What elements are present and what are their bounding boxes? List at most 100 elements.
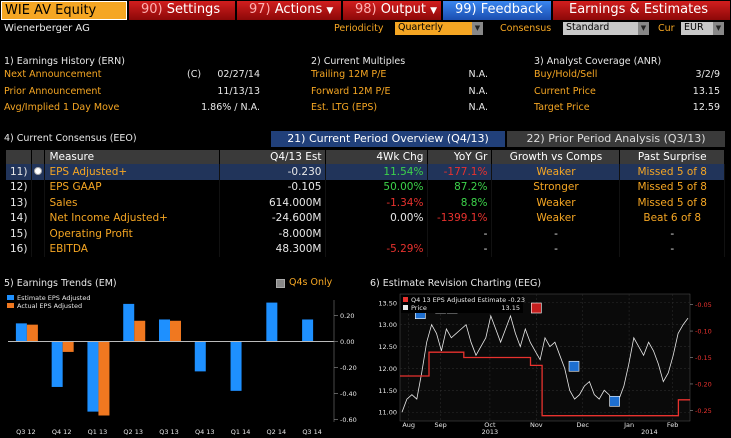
table-row[interactable]: 11) EPS Adjusted+ -0.230 11.54% -177.1% … xyxy=(6,164,725,180)
row-measure[interactable]: Net Income Adjusted+ xyxy=(44,210,221,226)
eeg-legend-est: Q4 13 EPS Adjusted Estimate -0.23 xyxy=(411,296,525,304)
estimate-step-line xyxy=(400,351,690,417)
header-radio xyxy=(31,150,46,164)
x-tick-label: Q1 13 xyxy=(88,428,108,436)
ern-title[interactable]: 1) Earnings History (ERN) xyxy=(4,56,125,67)
tab-prior-period[interactable]: 22) Prior Period Analysis (Q3/13) xyxy=(507,131,725,147)
row-measure[interactable]: EPS Adjusted+ xyxy=(44,164,221,180)
eeg-legend-price-value: 13.15 xyxy=(501,304,520,312)
row-radio[interactable] xyxy=(31,241,46,257)
row-comps: - xyxy=(491,241,621,257)
consensus-table: Measure Q4/13 Est 4Wk Chg YoY Gr Growth … xyxy=(6,150,725,257)
table-row[interactable]: 12) EPS GAAP -0.105 50.00% 87.2% Stronge… xyxy=(6,179,725,195)
consensus-select[interactable]: Standard ▼ xyxy=(563,22,649,35)
row-comps: Stronger xyxy=(491,179,621,195)
x-tick-label: Q1 14 xyxy=(231,428,251,436)
settings-button[interactable]: 90) Settings xyxy=(129,1,235,20)
y-tick-label: -0.60 xyxy=(340,416,357,424)
eeg-chart: 13.50 13.00 12.50 12.00 11.50 11.00 -0.05 -0.10… xyxy=(367,292,729,436)
x-tick-label: Oct xyxy=(484,421,496,429)
header-est[interactable]: Q4/13 Est xyxy=(219,150,327,164)
row-radio[interactable] xyxy=(31,179,46,195)
ltg-value: N.A. xyxy=(468,102,488,113)
row-surprise: - xyxy=(619,226,725,242)
row-num: 12) xyxy=(6,179,33,195)
row-measure[interactable]: EPS GAAP xyxy=(44,179,221,195)
left-tick-label: 13.50 xyxy=(378,299,397,307)
output-button[interactable]: 98) Output ▼ xyxy=(343,1,441,20)
row-est: -24.600M xyxy=(219,210,327,226)
tab-current-period[interactable]: 21) Current Period Overview (Q4/13) xyxy=(271,131,505,147)
periodicity-select[interactable]: Quarterly ▼ xyxy=(395,22,483,35)
q4s-only-checkbox[interactable] xyxy=(276,279,285,288)
eeg-lines xyxy=(400,314,690,417)
header-chg[interactable]: 4Wk Chg xyxy=(325,150,429,164)
row-radio[interactable] xyxy=(31,195,46,211)
bar-actual xyxy=(170,320,181,342)
left-tick-label: 12.50 xyxy=(378,343,397,351)
em-chart: Estimate EPS Adjusted Actual EPS Adjuste… xyxy=(4,292,361,436)
x-tick-label: Q3 14 xyxy=(302,428,322,436)
output-num: 98) xyxy=(355,2,377,17)
current-price-value: 13.15 xyxy=(692,86,720,97)
row-num: 11) xyxy=(6,164,33,180)
actions-button[interactable]: 97) Actions ▼ xyxy=(237,1,341,20)
target-price-value: 12.59 xyxy=(692,102,720,113)
row-measure[interactable]: EBITDA xyxy=(44,241,221,257)
row-surprise: Beat 6 of 8 xyxy=(619,210,725,226)
header-yoy[interactable]: YoY Gr xyxy=(427,150,493,164)
header-measure[interactable]: Measure xyxy=(44,150,221,164)
row-measure[interactable]: Operating Profit xyxy=(44,226,221,242)
ern-move-value: 1.86% / N.A. xyxy=(201,102,260,113)
header-comps[interactable]: Growth vs Comps xyxy=(491,150,621,164)
table-row[interactable]: 16) EBITDA 48.300M -5.29% - - - xyxy=(6,241,725,257)
bhs-label: Buy/Hold/Sell xyxy=(534,69,598,80)
currency-select[interactable]: EUR ▼ xyxy=(681,22,724,35)
target-price-label: Target Price xyxy=(534,102,590,113)
actions-label: Actions xyxy=(274,2,323,17)
ltg-label: Est. LTG (EPS) xyxy=(311,102,378,113)
radio-icon xyxy=(34,166,43,175)
x-tick-label: Q3 12 xyxy=(16,428,36,436)
chevron-down-icon: ▼ xyxy=(638,22,649,35)
row-yoy: - xyxy=(427,241,493,257)
row-radio[interactable] xyxy=(31,226,46,242)
right-tick-label: -0.10 xyxy=(695,328,712,336)
row-comps: Weaker xyxy=(491,210,621,226)
row-yoy: - xyxy=(427,226,493,242)
table-row[interactable]: 13) Sales 614.000M -1.34% 8.8% Weaker Mi… xyxy=(6,195,725,211)
eeg-grid xyxy=(400,294,690,421)
row-comps: Weaker xyxy=(491,195,621,211)
feedback-button[interactable]: 99) Feedback xyxy=(443,1,551,20)
row-est: -8.000M xyxy=(219,226,327,242)
x-tick-label: Q4 12 xyxy=(52,428,72,436)
row-radio[interactable] xyxy=(31,164,46,180)
anr-title[interactable]: 3) Analyst Coverage (ANR) xyxy=(534,56,662,67)
row-radio[interactable] xyxy=(31,210,46,226)
bar-estimate xyxy=(159,319,170,342)
ern-move-label: Avg/Implied 1 Day Move xyxy=(4,102,120,113)
year-label: 2013 xyxy=(482,428,499,436)
bar-estimate xyxy=(87,341,99,412)
eeg-title[interactable]: 6) Estimate Revision Charting (EEG) xyxy=(370,278,542,289)
cur-label: Cur xyxy=(658,23,675,34)
eeo-title[interactable]: 4) Current Consensus (EEO) xyxy=(4,133,137,144)
ern-next-label: Next Announcement xyxy=(4,69,102,80)
ern-prior-value: 11/13/13 xyxy=(217,86,260,97)
row-num: 13) xyxy=(6,195,33,211)
x-tick-label: Sep xyxy=(434,421,446,429)
bar-estimate xyxy=(230,341,242,391)
header-surprise[interactable]: Past Surprise xyxy=(619,150,725,164)
row-surprise: - xyxy=(619,241,725,257)
row-measure[interactable]: Sales xyxy=(44,195,221,211)
em-axis: 0.20 0.00 -0.20 -0.40 -0.60 Q3 12 Q4 12 Q1 13 Q2… xyxy=(8,300,357,436)
revision-marker-icon xyxy=(609,395,620,407)
bar-estimate xyxy=(123,303,135,342)
ticker-field[interactable]: WIE AV Equity xyxy=(1,1,127,20)
em-bars xyxy=(15,302,314,416)
table-row[interactable]: 14) Net Income Adjusted+ -24.600M 0.00% … xyxy=(6,210,725,226)
x-tick-label: Feb xyxy=(667,421,679,429)
table-row[interactable]: 15) Operating Profit -8.000M - - - xyxy=(6,226,725,242)
em-title[interactable]: 5) Earnings Trends (EM) xyxy=(4,278,117,289)
legend-swatch-price xyxy=(403,305,408,310)
